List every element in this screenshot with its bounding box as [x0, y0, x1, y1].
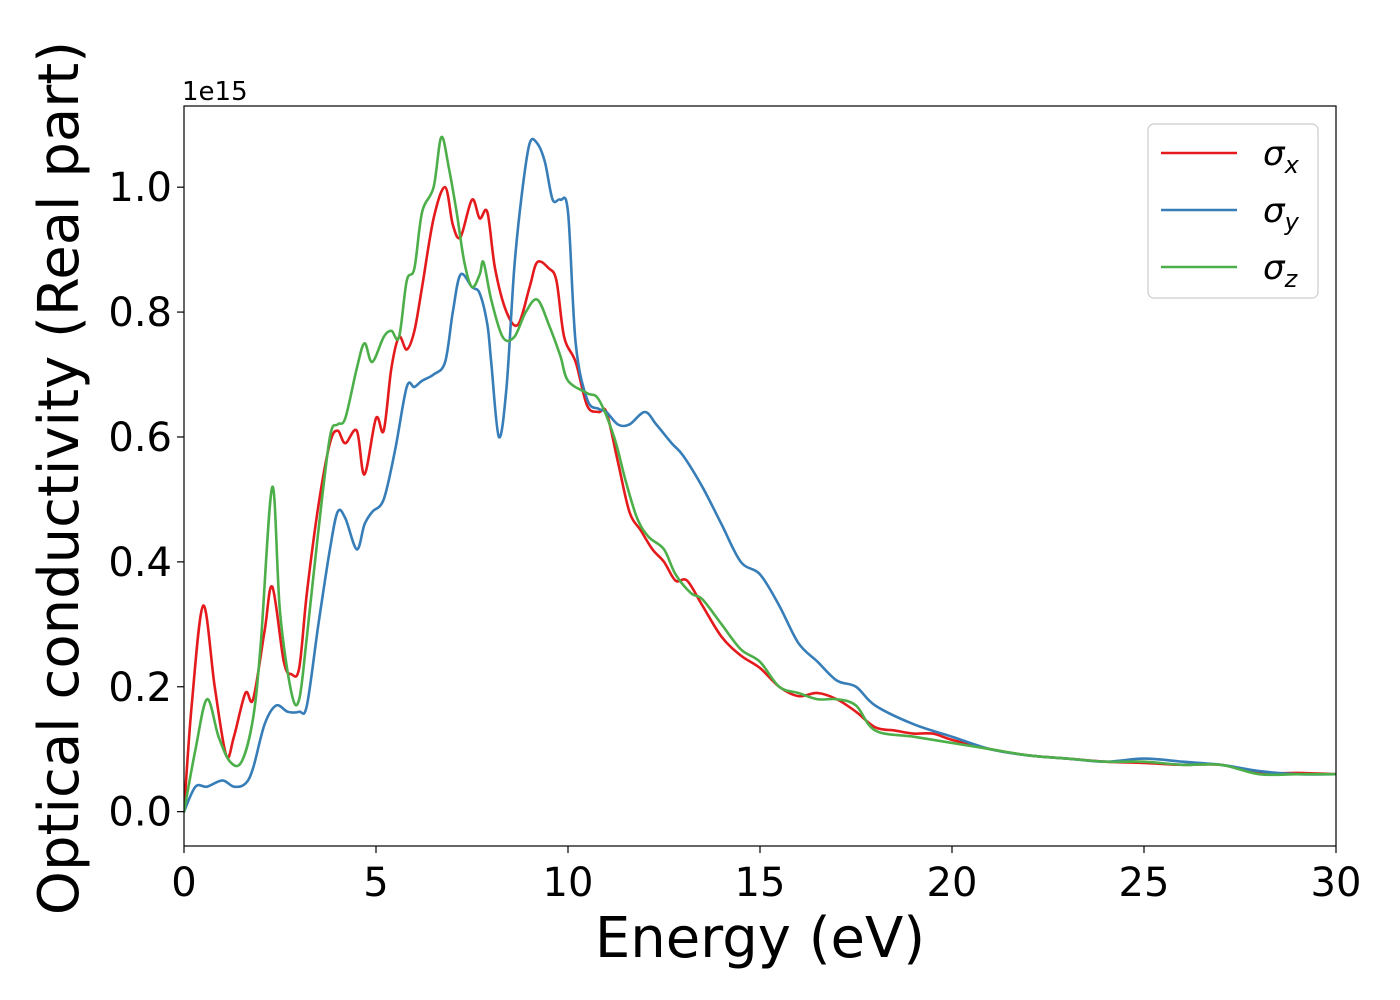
y-tick-label: 0.6 — [108, 415, 172, 461]
legend: σx σy σz — [1147, 123, 1319, 299]
y-tick-label: 0.2 — [108, 665, 172, 711]
y-tick-label: 0.0 — [108, 790, 172, 836]
y-axis-label: Optical conductivity (Real part) — [27, 41, 92, 915]
x-tick-label: 5 — [363, 860, 388, 906]
x-axis-label: Energy (eV) — [595, 906, 925, 971]
y-tick-label: 0.4 — [108, 540, 172, 586]
legend-label-sigma-y: σy — [1263, 191, 1300, 236]
series-layer — [184, 135, 1336, 813]
y-tick-label: 1.0 — [108, 165, 172, 211]
x-tick-label: 20 — [927, 860, 978, 906]
series-line-sigma-y — [184, 137, 1336, 813]
x-tick-label: 30 — [1311, 860, 1362, 906]
x-tick-label: 15 — [735, 860, 786, 906]
y-axis-ticks: 0.0 0.2 0.4 0.6 0.8 1.0 — [108, 165, 184, 836]
x-tick-label: 25 — [1119, 860, 1170, 906]
legend-label-sigma-z: σz — [1263, 248, 1299, 293]
y-tick-label: 0.8 — [108, 290, 172, 336]
x-tick-label: 0 — [171, 860, 196, 906]
x-tick-label: 10 — [543, 860, 594, 906]
legend-label-sigma-x: σx — [1263, 134, 1300, 179]
series-line-sigma-x — [184, 185, 1336, 813]
series-line-sigma-z — [184, 135, 1336, 813]
y-offset-label: 1e15 — [182, 77, 248, 107]
x-axis-ticks: 0 5 10 15 20 25 30 — [171, 846, 1361, 906]
